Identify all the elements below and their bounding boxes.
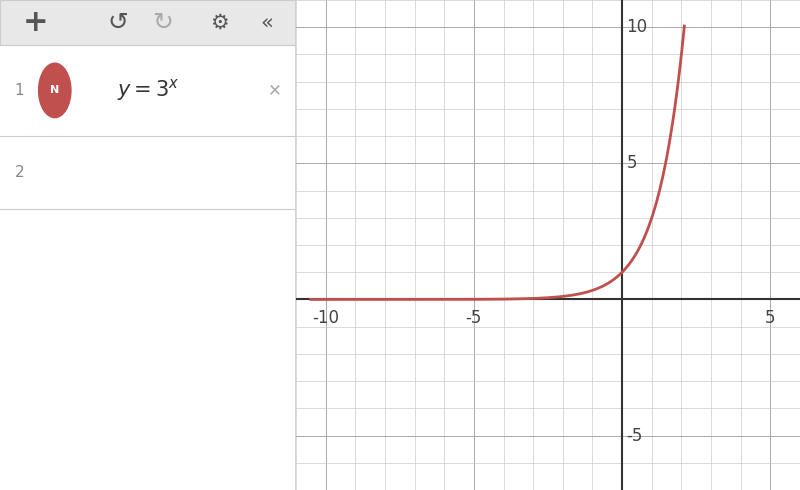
Text: +: + (22, 8, 48, 37)
Text: 10: 10 (626, 18, 648, 36)
Text: «: « (260, 13, 273, 32)
Text: N: N (50, 85, 59, 96)
Circle shape (38, 62, 72, 118)
Text: 1: 1 (15, 83, 25, 98)
Text: -5: -5 (466, 309, 482, 327)
Text: ↺: ↺ (108, 11, 129, 34)
FancyBboxPatch shape (0, 0, 296, 45)
Text: 2: 2 (15, 165, 25, 180)
Text: $y = 3^x$: $y = 3^x$ (117, 77, 179, 103)
Text: 5: 5 (765, 309, 776, 327)
Text: ✕: ✕ (268, 81, 282, 99)
Text: ↻: ↻ (152, 11, 174, 34)
Text: -10: -10 (312, 309, 339, 327)
Text: -5: -5 (626, 427, 643, 444)
Text: 5: 5 (626, 154, 637, 172)
Text: ⚙: ⚙ (210, 13, 229, 32)
